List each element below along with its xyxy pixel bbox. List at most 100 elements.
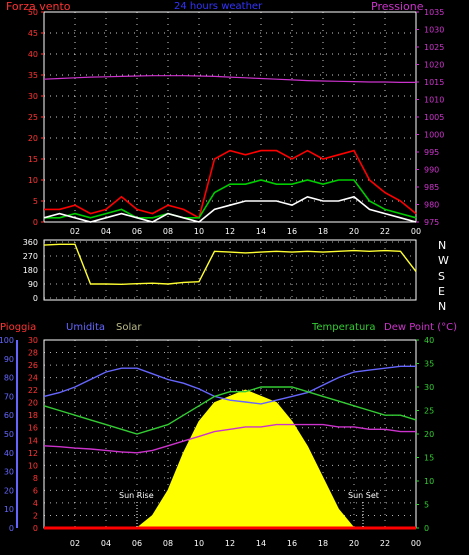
- temp-tick-label: 10: [424, 477, 434, 486]
- rain-tick-label: 18: [28, 411, 38, 420]
- temp-tick-label: 5: [424, 501, 429, 510]
- x-tick-label: 22: [380, 539, 390, 548]
- direction-series: [43, 243, 417, 286]
- x-tick-label: 04: [101, 539, 111, 548]
- header-title: 24 hours weather: [174, 1, 263, 12]
- series-temperature: [43, 386, 417, 435]
- left-tick-label: 30: [28, 92, 38, 101]
- compass-e: E: [438, 285, 445, 298]
- x-tick-label: 14: [256, 227, 266, 236]
- left-tick-label: 20: [28, 134, 38, 143]
- header-left-label: Forza vento: [6, 0, 71, 13]
- series-pressure: [43, 75, 416, 84]
- series-humidity: [43, 365, 416, 405]
- rain-tick-label: 16: [28, 424, 38, 433]
- left-tick-label: 0: [33, 218, 38, 227]
- rain-tick-label: 22: [28, 386, 38, 395]
- bottom-axes: 0102030405060708090100024681012141618202…: [0, 336, 434, 548]
- humidity-tick-label: 40: [4, 449, 14, 458]
- right-tick-label: 985: [424, 183, 439, 192]
- wind-series: [43, 75, 417, 223]
- header-right-label: Pressione: [371, 0, 424, 13]
- direction-grid: [44, 241, 417, 299]
- y-tick-label: 180: [23, 266, 38, 275]
- x-tick-label: 20: [349, 539, 359, 548]
- humidity-tick-label: 80: [4, 374, 14, 383]
- x-tick-label: 06: [132, 539, 142, 548]
- right-tick-label: 980: [424, 201, 439, 210]
- rain-tick-label: 14: [28, 436, 38, 445]
- left-tick-label: 45: [28, 29, 38, 38]
- left-tick-label: 5: [33, 197, 38, 206]
- series-speed: [43, 195, 417, 223]
- x-tick-label: 08: [163, 227, 173, 236]
- humidity-tick-label: 30: [4, 468, 14, 477]
- compass-s: S: [438, 270, 445, 283]
- rain-tick-label: 6: [33, 486, 38, 495]
- rain-tick-label: 28: [28, 349, 38, 358]
- temp-tick-label: 35: [424, 360, 434, 369]
- left-tick-label: 25: [28, 113, 38, 122]
- temp-tick-label: 15: [424, 454, 434, 463]
- sunset-label: Sun Set: [348, 491, 379, 500]
- direction-axes: 360 270 180 90 0: [23, 238, 38, 303]
- x-tick-label: 08: [163, 539, 173, 548]
- right-tick-label: 1035: [424, 8, 444, 17]
- temp-tick-label: 25: [424, 407, 434, 416]
- x-tick-label: 18: [318, 539, 328, 548]
- temp-tick-label: 40: [424, 336, 434, 345]
- x-tick-label: 12: [225, 227, 235, 236]
- wind-grid: [44, 11, 417, 223]
- x-tick-label: 18: [318, 227, 328, 236]
- label-dewpoint: Dew Point (°C): [384, 322, 457, 333]
- rain-tick-label: 24: [28, 374, 38, 383]
- left-tick-label: 35: [28, 71, 38, 80]
- rain-tick-label: 4: [33, 499, 38, 508]
- wind-axes: 0510152025303540455097598098599099510001…: [28, 8, 445, 236]
- y-tick-label: 90: [28, 280, 38, 289]
- humidity-tick-label: 20: [4, 486, 14, 495]
- right-tick-label: 1010: [424, 96, 444, 105]
- x-tick-label: 22: [380, 227, 390, 236]
- compass-n-bottom: N: [438, 300, 446, 313]
- x-tick-label: 06: [132, 227, 142, 236]
- rain-tick-label: 12: [28, 449, 38, 458]
- humidity-tick-label: 90: [4, 355, 14, 364]
- y-tick-label: 0: [33, 294, 38, 303]
- right-tick-label: 990: [424, 166, 439, 175]
- humidity-tick-label: 0: [9, 524, 14, 533]
- y-tick-label: 270: [23, 252, 38, 261]
- temp-tick-label: 30: [424, 383, 434, 392]
- right-tick-label: 1025: [424, 43, 444, 52]
- rain-tick-label: 2: [33, 511, 38, 520]
- right-tick-label: 975: [424, 218, 439, 227]
- series-gust: [44, 149, 417, 219]
- compass-w: W: [438, 254, 449, 267]
- humidity-tick-label: 60: [4, 411, 14, 420]
- right-tick-label: 1000: [424, 131, 444, 140]
- rain-tick-label: 8: [33, 474, 38, 483]
- x-tick-label: 14: [256, 539, 266, 548]
- temp-tick-label: 0: [424, 524, 429, 533]
- rain-tick-label: 10: [28, 461, 38, 470]
- x-tick-label: 12: [225, 539, 235, 548]
- bottom-series: [43, 365, 417, 530]
- left-tick-label: 50: [28, 8, 38, 17]
- right-tick-label: 1020: [424, 61, 444, 70]
- label-rain: Pioggia: [0, 322, 36, 333]
- rain-tick-label: 0: [33, 524, 38, 533]
- sunrise-label: Sun Rise: [119, 491, 154, 500]
- series-dewpoint: [43, 423, 416, 454]
- x-tick-label: 20: [349, 227, 359, 236]
- x-tick-label: 16: [287, 227, 297, 236]
- x-tick-label: 02: [70, 227, 80, 236]
- right-tick-label: 1030: [424, 26, 444, 35]
- left-tick-label: 10: [28, 176, 38, 185]
- x-tick-label: 16: [287, 539, 297, 548]
- right-tick-label: 995: [424, 148, 439, 157]
- x-tick-label: 04: [101, 227, 111, 236]
- right-tick-label: 1015: [424, 78, 444, 87]
- humidity-tick-label: 10: [4, 505, 14, 514]
- series-avg: [44, 179, 417, 219]
- temp-tick-label: 20: [424, 430, 434, 439]
